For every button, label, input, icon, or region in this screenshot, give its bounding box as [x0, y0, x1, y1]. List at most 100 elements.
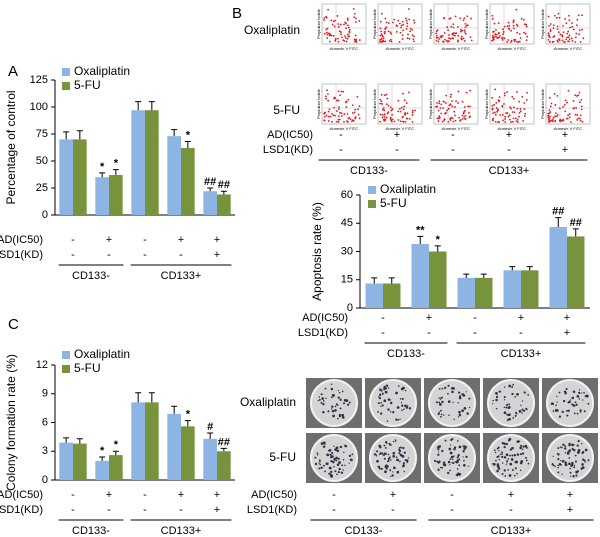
- flow-dot: [326, 27, 329, 30]
- colony-dot: [568, 457, 571, 459]
- flow-dot: [380, 93, 383, 96]
- colony-dot: [466, 412, 469, 415]
- flow-dot: [504, 115, 507, 118]
- flow-dot: [435, 34, 438, 37]
- colony-dot: [495, 398, 498, 402]
- flow-dot: [413, 35, 415, 38]
- colony-dot: [453, 387, 456, 390]
- flow-dot: [400, 24, 403, 27]
- colony-dot: [381, 452, 384, 455]
- flow-dot: [503, 94, 506, 97]
- flow-dot: [491, 14, 494, 17]
- flow-dot: [327, 93, 329, 95]
- flow-dot: [502, 28, 505, 31]
- colony-dot: [325, 462, 329, 466]
- flow-dot: [461, 114, 464, 117]
- error-bar: [526, 266, 533, 271]
- flow-dot: [567, 114, 569, 117]
- flow-dot: [323, 119, 326, 122]
- flow-dot: [347, 35, 350, 37]
- y-tick-label: 50: [36, 155, 48, 167]
- flow-y-label: Propidium Iodide: [372, 8, 377, 39]
- colony-dot: [494, 449, 496, 452]
- flow-dot: [556, 113, 559, 116]
- legend-label: 5-FU: [74, 78, 101, 92]
- colony-dot: [451, 458, 454, 461]
- flow-dot: [354, 40, 356, 43]
- flow-dot: [437, 120, 440, 122]
- flow-dot: [550, 119, 553, 122]
- colony-dot: [508, 474, 512, 477]
- colony-dot: [443, 463, 447, 467]
- flow-dot: [451, 117, 454, 120]
- y-axis-label: Colony formation rate (%): [4, 354, 18, 491]
- flow-dot: [567, 36, 570, 39]
- flow-y-label: Propidium Iodide: [540, 88, 545, 119]
- colony-dot: [375, 455, 378, 457]
- flow-dot: [380, 33, 383, 35]
- colony-dot: [330, 387, 334, 391]
- flow-dot: [382, 37, 385, 40]
- y-axis-label: Percentage of control: [4, 90, 18, 204]
- flow-dot: [516, 31, 519, 34]
- colony-dot: [449, 469, 451, 472]
- flow-dot: [442, 107, 445, 109]
- colony-dot: [463, 459, 465, 462]
- colony-dot: [577, 449, 581, 452]
- flow-dot: [492, 117, 495, 120]
- bar: [73, 139, 87, 215]
- condition-value: -: [179, 504, 183, 516]
- flow-dot: [498, 121, 501, 123]
- colony-dot: [514, 460, 518, 464]
- colony-dot: [376, 450, 379, 453]
- flow-dot: [566, 32, 569, 35]
- flow-dot: [408, 117, 411, 120]
- colony-dot: [566, 414, 569, 417]
- colony-dot: [393, 466, 396, 470]
- flow-dot: [498, 31, 500, 34]
- colony-dot: [575, 474, 578, 477]
- flow-dot: [506, 25, 509, 28]
- colony-dot: [325, 397, 327, 400]
- colony-dot: [402, 462, 406, 465]
- group-label: CD133-: [350, 165, 388, 177]
- colony-dot: [495, 408, 498, 410]
- flow-dot: [449, 37, 452, 40]
- flow-dot: [460, 35, 463, 38]
- flow-dot: [450, 116, 453, 119]
- colony-dot: [392, 410, 395, 414]
- flow-dot: [492, 38, 495, 41]
- flow-dot: [384, 28, 387, 30]
- colony-dot: [495, 459, 497, 462]
- colony-dot: [397, 459, 400, 461]
- colony-dot: [331, 408, 333, 410]
- flow-dot: [389, 31, 392, 34]
- flow-dot: [405, 17, 407, 20]
- colony-dot: [338, 415, 341, 418]
- flow-dot: [357, 108, 360, 111]
- flow-dot: [379, 39, 381, 41]
- flow-dot: [381, 35, 384, 38]
- colony-dot: [568, 462, 571, 466]
- flow-dot: [405, 28, 408, 30]
- condition-label: LSD1(KD): [263, 144, 313, 156]
- condition-value: +: [567, 504, 573, 516]
- flow-dot: [338, 118, 341, 121]
- flow-dot: [575, 24, 578, 27]
- colony-dot: [389, 456, 391, 459]
- colony-dot: [507, 469, 510, 471]
- flow-dot: [412, 38, 415, 41]
- flow-dot: [571, 22, 573, 24]
- flow-dot: [552, 117, 555, 119]
- colony-dot: [519, 446, 522, 450]
- flow-dot: [512, 117, 515, 120]
- error-bar: [371, 277, 378, 284]
- flow-dot: [391, 118, 394, 121]
- colony-dot: [448, 447, 452, 451]
- colony-dot: [434, 460, 436, 463]
- flow-dot: [383, 113, 386, 116]
- colony-dot: [583, 410, 586, 413]
- flow-dot: [513, 40, 516, 43]
- colony-dot: [348, 462, 350, 464]
- colony-dot: [337, 396, 340, 399]
